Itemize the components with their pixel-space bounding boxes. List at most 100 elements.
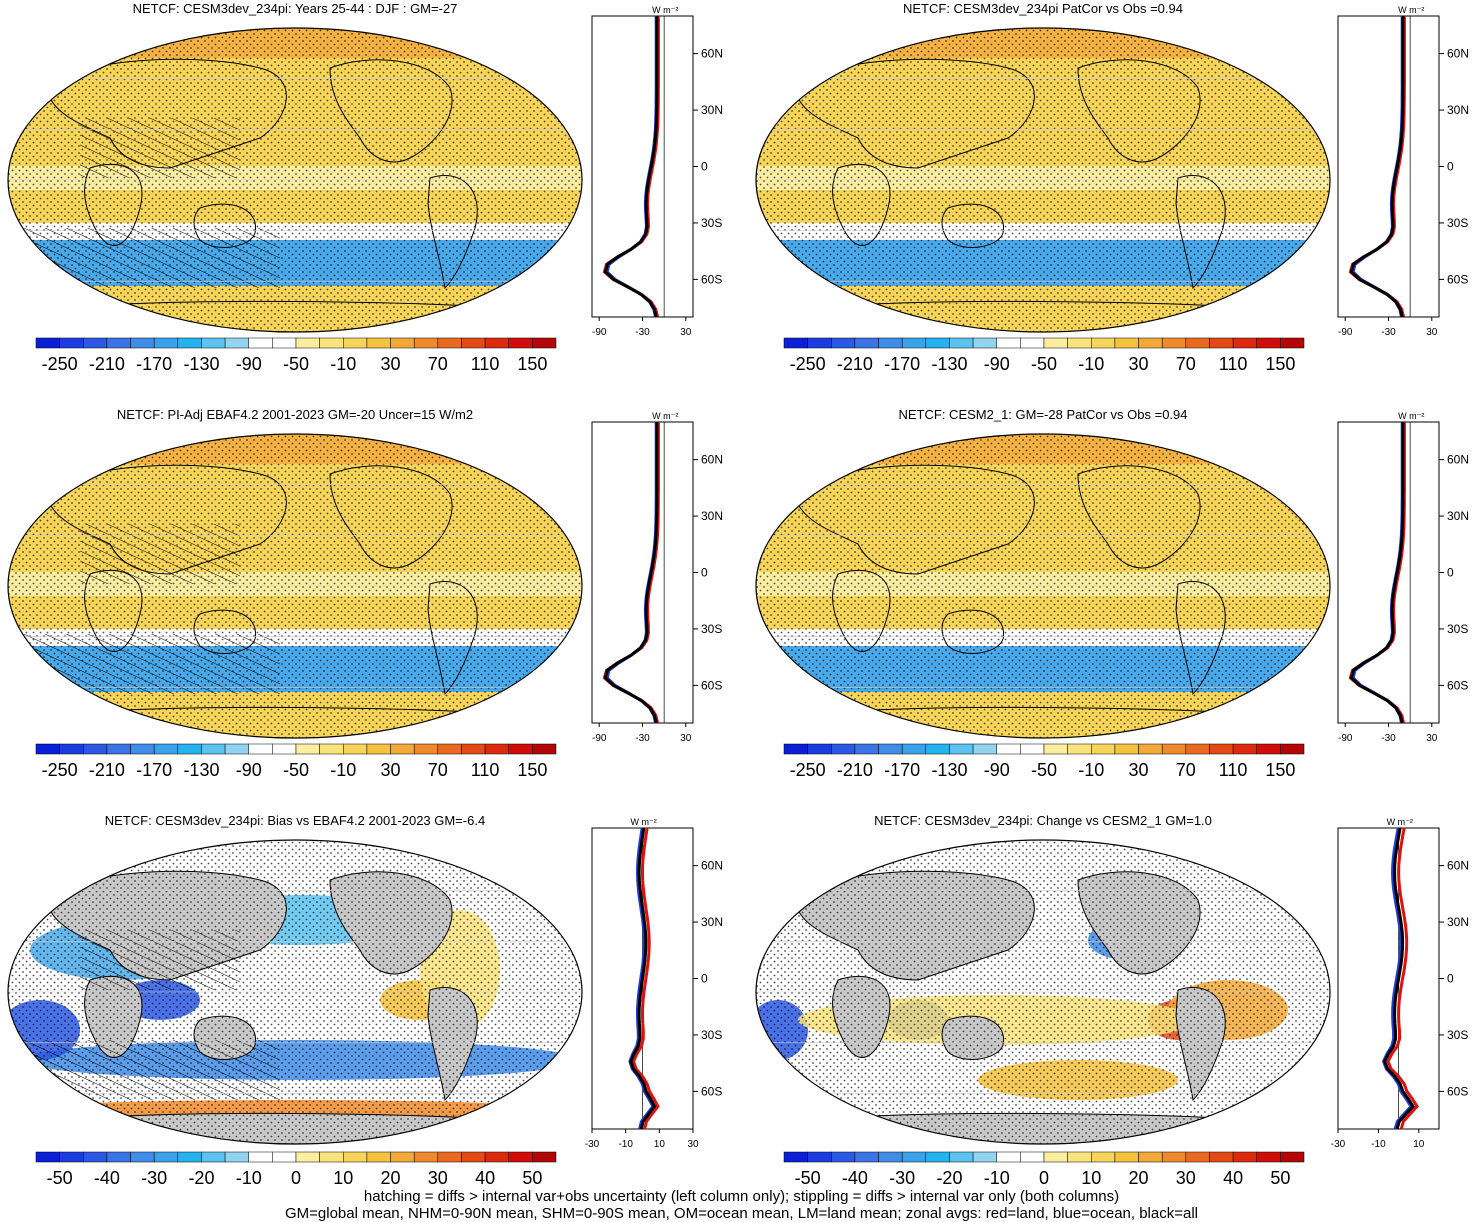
zonal-mean-plot: W m⁻² 60N 30N 0 30S 60S -90 -30 30 (1337, 411, 1469, 744)
colorbar-tick-label: 10 (333, 1168, 353, 1188)
colorbar-tick-label: -210 (89, 760, 125, 780)
colorbar-swatch (366, 1151, 391, 1163)
colorbar-swatch (854, 337, 879, 349)
colorbar-swatch (1161, 1151, 1187, 1163)
colorbar-tick-label: 30 (428, 1168, 448, 1188)
x-tick-label: -30 (635, 733, 650, 744)
zonal-curve (605, 16, 658, 318)
map-plot (7, 839, 583, 1145)
lat-tick-label: 30N (1447, 915, 1469, 929)
map-title: NETCF: CESM3dev_234pi: Bias vs EBAF4.2 2… (104, 813, 486, 828)
colorbar-swatch (461, 1151, 486, 1163)
lat-tick-label: 30N (1447, 103, 1469, 117)
colorbar-swatch (130, 1151, 155, 1163)
lat-tick-label: 30S (1447, 622, 1468, 636)
colorbar-swatch (1020, 743, 1045, 755)
colorbar-tick-label: -210 (89, 354, 125, 374)
colorbar-swatch (153, 1151, 179, 1163)
lat-tick-label: 0 (1447, 160, 1454, 174)
lat-tick-label: 30S (1447, 1028, 1468, 1042)
colorbar-tick-label: -250 (42, 760, 78, 780)
lat-tick-label: 60N (701, 47, 723, 61)
colorbar-swatch (1209, 337, 1234, 349)
x-tick-label: -10 (1371, 1139, 1386, 1150)
colorbar-tick-label: -130 (931, 760, 967, 780)
colorbar-tick-label: -170 (136, 760, 172, 780)
colorbar-tick-label: -20 (936, 1168, 962, 1188)
colorbar-swatch (484, 337, 509, 349)
zonal-curve (603, 422, 659, 724)
units-label: W m⁻² (1398, 411, 1424, 421)
colorbar-swatch (854, 743, 879, 755)
lat-tick-label: 0 (1447, 972, 1454, 986)
colorbar-swatch (319, 743, 344, 755)
colorbar-swatch (437, 337, 462, 349)
colorbar-tick-label: 10 (1081, 1168, 1101, 1188)
lat-tick-label: 0 (701, 160, 708, 174)
lat-tick-label: 60S (1447, 272, 1468, 286)
colorbar-tick-label: -50 (283, 760, 309, 780)
zonal-mean-plot: W m⁻² 60N 30N 0 30S 60S -90 -30 30 (591, 411, 723, 744)
units-label: W m⁻² (631, 817, 657, 827)
colorbar-swatch (366, 743, 391, 755)
zonal-curve (1351, 422, 1404, 724)
colorbar-swatch (272, 1151, 297, 1163)
colorbar-swatch (901, 337, 927, 349)
colorbar-tick-label: -10 (1078, 354, 1104, 374)
colorbar-tick-label: -130 (183, 760, 219, 780)
lat-tick-label: 60S (1447, 1084, 1468, 1098)
colorbar-swatch (1114, 743, 1139, 755)
zonal-curve (631, 827, 660, 1130)
lat-tick-label: 30S (1447, 216, 1468, 230)
zonal-curve (603, 16, 659, 318)
lat-tick-label: 60N (1447, 859, 1469, 873)
colorbar-swatch (224, 743, 249, 755)
colorbar-swatch (248, 1151, 273, 1163)
colorbar-tick-label: 150 (517, 354, 547, 374)
stippling (8, 434, 582, 738)
units-label: W m⁻² (652, 411, 678, 421)
colorbar-tick-label: -50 (1031, 760, 1057, 780)
colorbar-swatch (130, 337, 155, 349)
colorbar-swatch (35, 743, 60, 755)
lat-tick-label: 60N (701, 859, 723, 873)
zonal-curve (1386, 827, 1419, 1130)
colorbar-swatch (1138, 337, 1163, 349)
colorbar-swatch (153, 337, 179, 349)
colorbar-swatch (177, 1151, 202, 1163)
colorbar-swatch (508, 743, 533, 755)
colorbar-swatch (484, 743, 509, 755)
map-field (756, 840, 1330, 1144)
colorbar-swatch (343, 1151, 368, 1163)
colorbar-tick-label: 50 (522, 1168, 542, 1188)
colorbar: -50 -40 -30 -20 -10 0 10 20 30 40 50 (783, 1151, 1305, 1188)
colorbar-swatch (1161, 743, 1187, 755)
colorbar-tick-label: -250 (42, 354, 78, 374)
colorbar-swatch (83, 1151, 108, 1163)
colorbar-swatch (807, 743, 832, 755)
x-tick-label: 10 (654, 1139, 666, 1150)
colorbar-swatch (508, 337, 533, 349)
colorbar-swatch (1043, 743, 1068, 755)
colorbar-tick-label: -170 (136, 354, 172, 374)
colorbar-swatch (807, 337, 832, 349)
colorbar-swatch (925, 337, 950, 349)
colorbar-swatch (413, 743, 439, 755)
x-tick-label: -30 (635, 327, 650, 338)
colorbar-tick-label: 70 (428, 354, 448, 374)
colorbar-tick-label: 30 (1129, 760, 1149, 780)
colorbar-tick-label: -40 (94, 1168, 120, 1188)
x-tick-label: 30 (680, 733, 692, 744)
map-border (7, 839, 583, 1145)
colorbar-swatch (1256, 743, 1281, 755)
colorbar-swatch (106, 743, 131, 755)
colorbar-swatch (1067, 743, 1092, 755)
colorbar-tick-label: -10 (330, 760, 356, 780)
colorbar-tick-label: 70 (428, 760, 448, 780)
colorbar-swatch (366, 337, 391, 349)
lat-tick-label: 60S (701, 272, 722, 286)
colorbar-tick-label: -50 (283, 354, 309, 374)
colorbar-swatch (1280, 743, 1305, 755)
colorbar-swatch (1185, 1151, 1210, 1163)
colorbar-swatch (532, 337, 557, 349)
